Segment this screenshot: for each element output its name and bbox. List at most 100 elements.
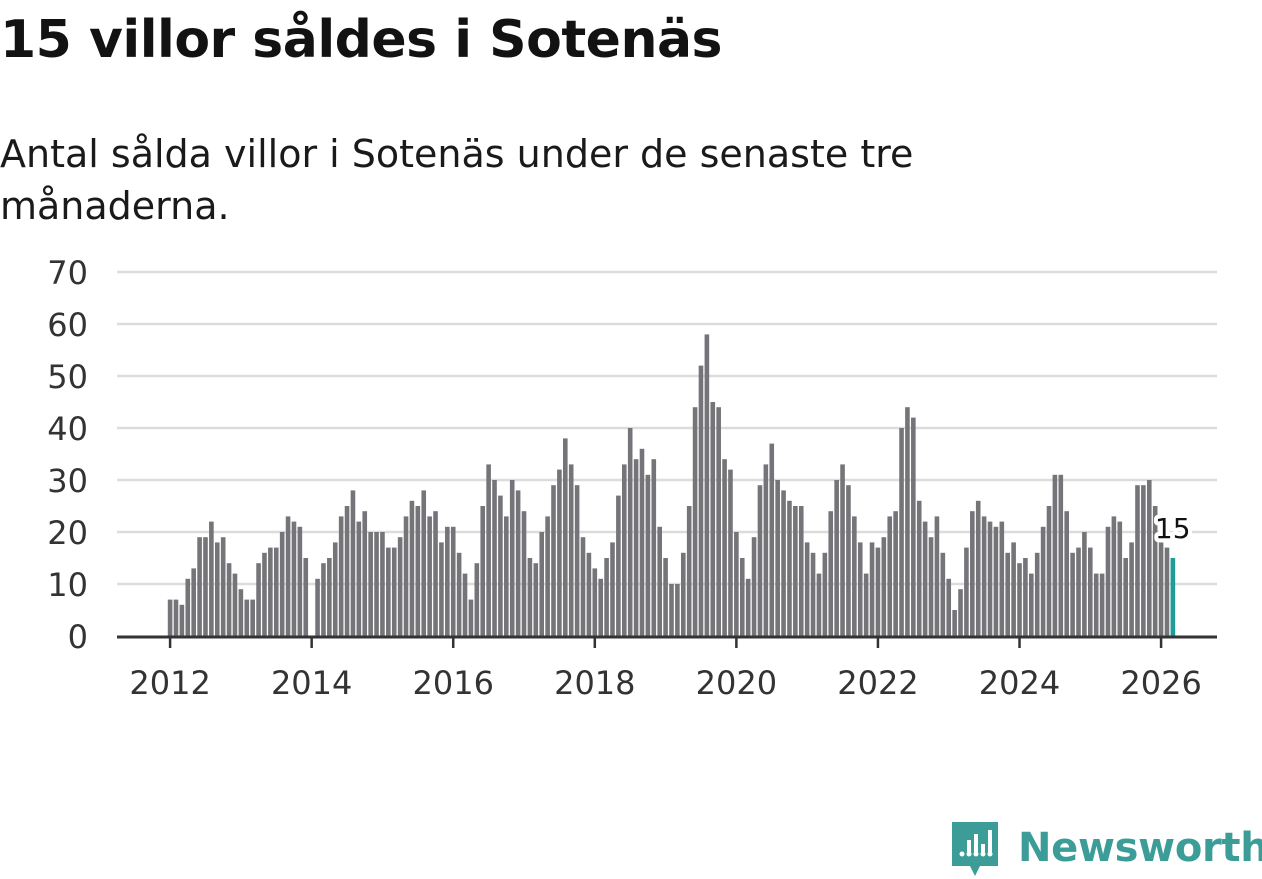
bar xyxy=(970,511,975,636)
bar xyxy=(527,558,533,636)
bar xyxy=(273,547,279,636)
bar xyxy=(279,532,285,636)
bar xyxy=(669,584,674,636)
bar xyxy=(846,485,851,636)
bar xyxy=(1034,552,1040,636)
chart-title: 15 villor såldes i Sotenäs xyxy=(0,10,723,70)
bar xyxy=(173,599,179,636)
y-tick-label: 30 xyxy=(47,462,88,500)
bar xyxy=(226,563,232,636)
bar xyxy=(380,532,385,636)
bar xyxy=(592,568,598,636)
bar xyxy=(533,563,539,636)
bar xyxy=(675,584,680,636)
bar xyxy=(197,537,202,636)
bar xyxy=(769,443,775,636)
bar xyxy=(450,526,456,636)
bar xyxy=(604,558,609,636)
bar xyxy=(321,563,326,636)
bar xyxy=(928,537,934,636)
value-label: 15 xyxy=(1155,512,1191,545)
bar xyxy=(663,558,668,636)
bar xyxy=(852,516,857,636)
bar xyxy=(445,526,450,636)
bar xyxy=(303,558,309,636)
bar xyxy=(639,448,645,636)
bar xyxy=(1029,573,1034,636)
bar xyxy=(993,526,999,636)
bar xyxy=(1040,526,1046,636)
bar xyxy=(1017,563,1022,636)
bar xyxy=(504,516,509,636)
bar xyxy=(863,573,869,636)
bar xyxy=(934,516,940,636)
bar xyxy=(1064,511,1070,636)
x-tick-label: 2016 xyxy=(413,664,494,702)
bar xyxy=(739,558,745,636)
bar xyxy=(633,459,639,636)
bar xyxy=(250,599,255,636)
bar xyxy=(1093,573,1099,636)
bar xyxy=(704,334,710,636)
bar xyxy=(456,552,462,636)
bar xyxy=(474,563,480,636)
bar xyxy=(386,547,391,636)
bar xyxy=(244,599,250,636)
bar xyxy=(256,563,261,636)
bar xyxy=(344,506,350,636)
bar xyxy=(1123,558,1128,636)
bar xyxy=(621,464,627,636)
bar xyxy=(262,552,267,636)
bar xyxy=(1117,521,1123,636)
bar xyxy=(191,568,196,636)
brand-logo: Newsworthy xyxy=(950,818,1262,878)
bar xyxy=(610,542,615,636)
y-tick-label: 70 xyxy=(47,254,88,292)
bar xyxy=(887,516,893,636)
bar xyxy=(1070,552,1075,636)
bar-highlight xyxy=(1170,558,1176,636)
bar xyxy=(203,537,208,636)
bar xyxy=(1052,474,1058,636)
bar xyxy=(433,511,438,636)
bar xyxy=(439,542,444,636)
bar xyxy=(757,485,763,636)
bar xyxy=(586,552,592,636)
bar xyxy=(1141,485,1146,636)
x-tick-label: 2026 xyxy=(1120,664,1201,702)
x-tick-label: 2018 xyxy=(554,664,635,702)
bar xyxy=(291,521,297,636)
bar xyxy=(214,542,220,636)
bar xyxy=(1046,506,1052,636)
bar xyxy=(521,511,527,636)
bar xyxy=(179,604,185,636)
bar xyxy=(952,610,957,636)
bar xyxy=(775,480,780,636)
bar xyxy=(492,480,497,636)
bar xyxy=(315,578,320,636)
bar xyxy=(958,589,963,636)
bar xyxy=(734,532,739,636)
bar xyxy=(1023,558,1028,636)
bar xyxy=(781,490,786,636)
bar xyxy=(557,469,562,636)
bar xyxy=(899,428,904,636)
bar xyxy=(946,578,952,636)
value-label-halo: 15 xyxy=(1155,512,1191,545)
bar xyxy=(232,573,238,636)
bar xyxy=(480,506,486,636)
bar xyxy=(1087,547,1093,636)
bar xyxy=(580,537,586,636)
bar xyxy=(409,500,415,636)
bar xyxy=(327,558,332,636)
bar xyxy=(728,469,733,636)
y-tick-label: 10 xyxy=(47,566,88,604)
bar xyxy=(987,521,993,636)
bar xyxy=(905,407,910,636)
bar xyxy=(1111,516,1117,636)
bar xyxy=(1105,526,1111,636)
bar xyxy=(616,495,621,636)
bar xyxy=(1005,552,1011,636)
bar xyxy=(1099,573,1105,636)
